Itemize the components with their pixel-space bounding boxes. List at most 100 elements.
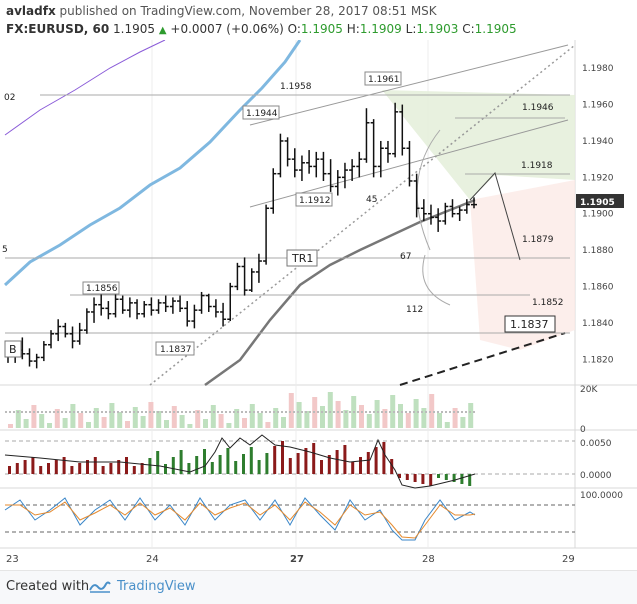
label-1-1879: 1.1879 (522, 235, 554, 245)
footer: Created with TradingView (0, 570, 637, 604)
macd-histogram-bar (273, 446, 277, 474)
volume-bar (148, 402, 154, 428)
macd-histogram-bar (444, 474, 448, 480)
volume-bar (405, 413, 411, 428)
stoch-tick-100: 100.0000 (580, 491, 623, 501)
volume-bar (249, 404, 255, 428)
macd-histogram-bar (374, 447, 378, 474)
volume-bar (156, 411, 162, 428)
stoch-d-line (5, 501, 476, 539)
macd-histogram-bar (187, 463, 191, 474)
projection-fan-pink (470, 180, 575, 350)
label-45: 45 (366, 195, 377, 205)
volume-bar (8, 424, 13, 428)
macd-histogram-bar (23, 460, 27, 474)
macd-histogram-bar (413, 474, 417, 482)
macd-histogram-bar (117, 460, 121, 474)
c-label: C: (462, 22, 475, 36)
volume-bar (437, 413, 442, 428)
label-67: 67 (400, 252, 411, 262)
macd-histogram-bar (93, 457, 97, 474)
label-tr1: TR1 (291, 252, 313, 265)
macd-histogram-bar (398, 474, 401, 478)
macd-histogram-bar (109, 463, 113, 474)
volume-bar (335, 401, 341, 428)
volume-bar (273, 408, 279, 428)
volume-bar (320, 406, 325, 428)
volume-bar (31, 405, 37, 428)
volume-bar (296, 402, 302, 428)
dashed-support-line (399, 332, 566, 386)
chart-canvas[interactable]: 1.1961 1.1958 1.1944 1.1946 1.1918 1.191… (0, 0, 637, 570)
author-name[interactable]: avladfx (6, 4, 56, 18)
macd-histogram-bar (86, 460, 89, 474)
macd-histogram-bar (179, 450, 183, 474)
x-tick-28: 28 (422, 554, 435, 565)
macd-histogram-bar (39, 466, 43, 474)
macd-histogram-bar (312, 443, 316, 474)
tradingview-brand-link[interactable]: TradingView (117, 579, 196, 594)
macd-histogram-bar (390, 459, 394, 474)
volume-bar (210, 405, 216, 428)
volume-bar (86, 422, 91, 428)
label-1-1837: 1.1837 (160, 345, 192, 355)
tradingview-logo-icon[interactable] (88, 578, 112, 594)
macd-signal-line (4, 434, 476, 489)
label-1-1946: 1.1946 (522, 103, 554, 113)
price-change: +0.0007 (+0.06%) (170, 22, 284, 36)
macd-histogram-bar (148, 458, 152, 474)
macd-histogram-bar (249, 447, 253, 474)
y-tick-label: 1.1960 (582, 101, 614, 111)
macd-histogram-bar (78, 463, 82, 474)
macd-histogram-bar (351, 462, 355, 474)
volume-bar (187, 424, 193, 428)
macd-histogram-bar (257, 460, 261, 474)
y-tick-label: 1.1860 (582, 282, 614, 292)
macd-histogram-bar (226, 448, 230, 474)
volume-bar (47, 423, 52, 428)
macd-histogram-bar (195, 456, 199, 474)
volume-bar (444, 422, 450, 428)
price-axis[interactable]: 1.1980 1.1960 1.1940 1.1920 1.1900 1.1880 1.18… (582, 64, 614, 365)
volume-bar (23, 419, 29, 428)
macd-histogram-bar (70, 466, 74, 474)
label-1-1912: 1.1912 (299, 196, 331, 206)
volume-bar (374, 400, 380, 428)
macd-histogram-bar (327, 455, 331, 474)
volume-bar (171, 406, 177, 428)
volume-bar (132, 407, 138, 428)
y-tick-label: 1.1920 (582, 173, 614, 183)
volume-bar (327, 392, 333, 428)
macd-histogram-bar (335, 450, 339, 474)
macd-histogram-bar (452, 474, 456, 482)
volume-bar (125, 421, 130, 428)
volume-bar (460, 417, 466, 428)
stoch-k-line (4, 497, 476, 541)
macd-histogram-bar (54, 460, 58, 474)
volume-bar (366, 414, 372, 428)
volume-bar (195, 410, 201, 428)
volume-bar (257, 413, 263, 428)
macd-histogram-bar (8, 466, 11, 474)
volume-bar (343, 410, 349, 428)
macd-histogram-bar (164, 464, 167, 474)
h-label: H: (346, 22, 360, 36)
volume-bar (109, 403, 115, 428)
volume-bar (101, 417, 107, 428)
volume-bar (179, 415, 185, 428)
publish-info: avladfx published on TradingView.com, No… (6, 4, 437, 18)
y-tick-label: 1.1840 (582, 319, 614, 329)
up-arrow-icon: ▲ (158, 25, 167, 36)
macd-histogram-bar (304, 448, 308, 474)
label-1-1944: 1.1944 (246, 109, 278, 119)
volume-bar (304, 411, 310, 428)
label-1-1856: 1.1856 (86, 284, 118, 294)
volume-bar (234, 409, 240, 428)
macd-histogram-bar (125, 457, 128, 474)
macd-histogram-bar (343, 445, 347, 474)
o-value: 1.1905 (300, 22, 343, 36)
macd-histogram-bar (101, 466, 105, 474)
time-axis[interactable]: 23 24 27 28 29 (6, 554, 575, 565)
symbol-label[interactable]: FX:EURUSD, 60 (6, 22, 110, 36)
x-tick-29: 29 (562, 554, 575, 565)
